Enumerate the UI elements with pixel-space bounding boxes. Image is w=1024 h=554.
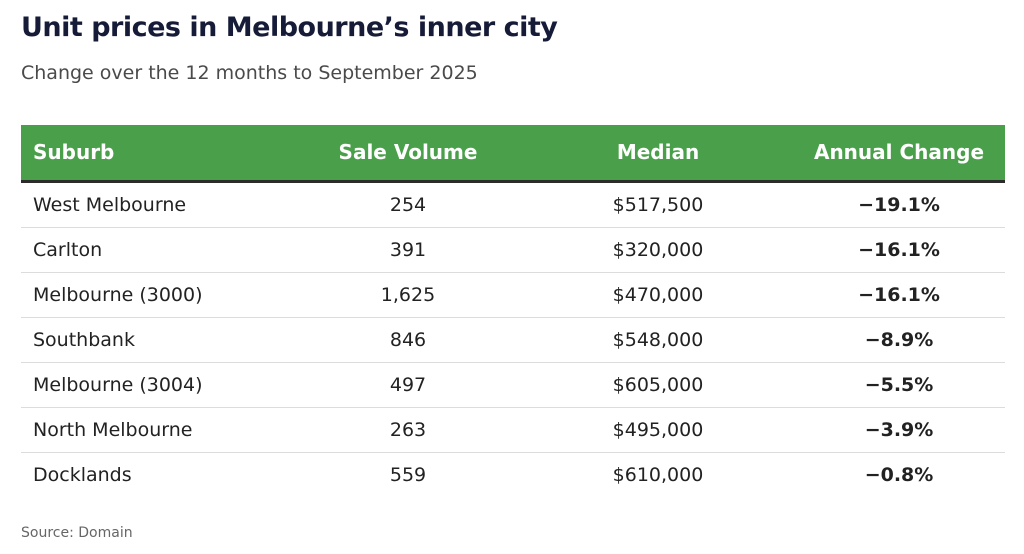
table-cell: $495,000 [523, 407, 793, 453]
table-cell: $548,000 [523, 317, 793, 363]
source: Source: Domain [21, 525, 133, 541]
table-row: North Melbourne 263 $495,000 −3.9% [21, 407, 1005, 453]
header-row: Suburb Sale Volume Median Annual Change [21, 125, 1005, 181]
table-cell: 846 [293, 317, 523, 363]
table-cell: Melbourne (3000) [21, 272, 293, 318]
table-cell: West Melbourne [21, 181, 293, 228]
table-row: Southbank 846 $548,000 −8.9% [21, 317, 1005, 363]
table-row: Docklands 559 $610,000 −0.8% [21, 452, 1005, 497]
table-cell: 254 [293, 181, 523, 228]
table-cell: −8.9% [793, 317, 1005, 363]
table-cell: 1,625 [293, 272, 523, 318]
table-cell: 559 [389, 463, 427, 486]
table-cell: −5.5% [793, 362, 1005, 408]
table-cell: −3.9% [793, 407, 1005, 453]
data-table: Suburb Sale Volume Median Annual Change Wes… [21, 125, 1005, 497]
column-header: Suburb [33, 140, 115, 165]
table-cell: $610,000 [612, 463, 704, 486]
table-cell: −16.1% [793, 272, 1005, 318]
column-header: Annual Change [813, 140, 985, 165]
column-header: Sale Volume [338, 140, 478, 165]
column-header: Median [616, 140, 700, 165]
table-cell: Docklands [33, 463, 132, 486]
table-cell: Melbourne (3004) [21, 362, 293, 408]
table-header: Suburb Sale Volume Median Annual Change [21, 125, 1005, 181]
table-cell: 263 [293, 407, 523, 453]
table-row: Melbourne (3000) 1,625 $470,000 −16.1% [21, 272, 1005, 318]
table-cell: Carlton [21, 227, 293, 273]
table-cell: $517,500 [523, 181, 793, 228]
table-cell: −19.1% [793, 181, 1005, 228]
table-cell: −0.8% [864, 463, 934, 486]
table-cell: 497 [293, 362, 523, 408]
table-cell: 391 [293, 227, 523, 273]
table-cell: −16.1% [793, 227, 1005, 273]
subtitle: Change over the 12 months to September 2… [21, 62, 478, 84]
table-body: West Melbourne 254 $517,500 −19.1% Carlton 39… [21, 181, 1005, 497]
table-row: West Melbourne 254 $517,500 −19.1% [21, 181, 1005, 228]
table-cell: Southbank [21, 317, 293, 363]
table-cell: North Melbourne [21, 407, 293, 453]
table-cell: $605,000 [523, 362, 793, 408]
title: Unit prices in Melbourne’s inner city [21, 12, 558, 43]
table-cell: $320,000 [523, 227, 793, 273]
table-row: Carlton 391 $320,000 −16.1% [21, 227, 1005, 273]
table-row: Melbourne (3004) 497 $605,000 −5.5% [21, 362, 1005, 408]
table-cell: $470,000 [523, 272, 793, 318]
